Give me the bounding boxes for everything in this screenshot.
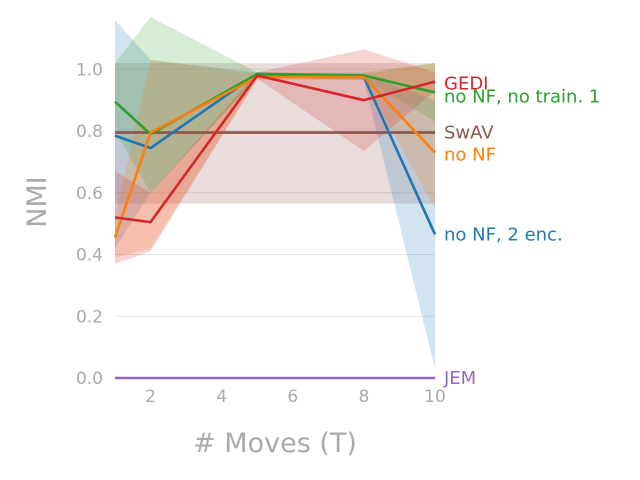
y-tick-label: 0.0 bbox=[76, 369, 103, 389]
x-tick-label: 4 bbox=[216, 387, 227, 407]
x-tick-label: 10 bbox=[424, 387, 446, 407]
x-tick-label: 8 bbox=[358, 387, 369, 407]
confidence-bands bbox=[115, 16, 435, 369]
gedi-line bbox=[114, 74, 436, 224]
jem-label: JEM bbox=[443, 368, 476, 389]
no-nf-no-train-1-band bbox=[115, 16, 435, 193]
y-tick-label: 0.4 bbox=[76, 246, 103, 266]
y-tick-label: 0.6 bbox=[76, 184, 103, 204]
gedi-band bbox=[115, 49, 435, 264]
no-nf-2-enc-label: no NF, 2 enc. bbox=[444, 224, 563, 245]
y-tick-labels: 0.0 0.2 0.4 0.6 0.8 1.0 bbox=[76, 60, 103, 389]
x-axis-title: # Moves (T) bbox=[193, 428, 357, 459]
y-tick-label: 1.0 bbox=[76, 60, 103, 80]
x-tick-label: 6 bbox=[287, 387, 298, 407]
no-nf-no-train-1-label: no NF, no train. 1 bbox=[444, 86, 600, 107]
y-axis-title: NMI bbox=[22, 176, 53, 227]
swav-label: SwAV bbox=[444, 123, 494, 144]
y-tick-label: 0.2 bbox=[76, 307, 103, 327]
x-tick-label: 2 bbox=[145, 387, 156, 407]
x-tick-labels: 2 4 6 8 10 bbox=[145, 387, 446, 407]
no-nf-label: no NF bbox=[444, 145, 496, 166]
y-tick-label: 0.8 bbox=[76, 122, 103, 142]
gedi-label: GEDI bbox=[444, 74, 489, 95]
no-nf-no-train-1-line bbox=[114, 72, 436, 136]
series-lines bbox=[113, 72, 437, 380]
no-nf-2-enc-band bbox=[115, 19, 435, 369]
